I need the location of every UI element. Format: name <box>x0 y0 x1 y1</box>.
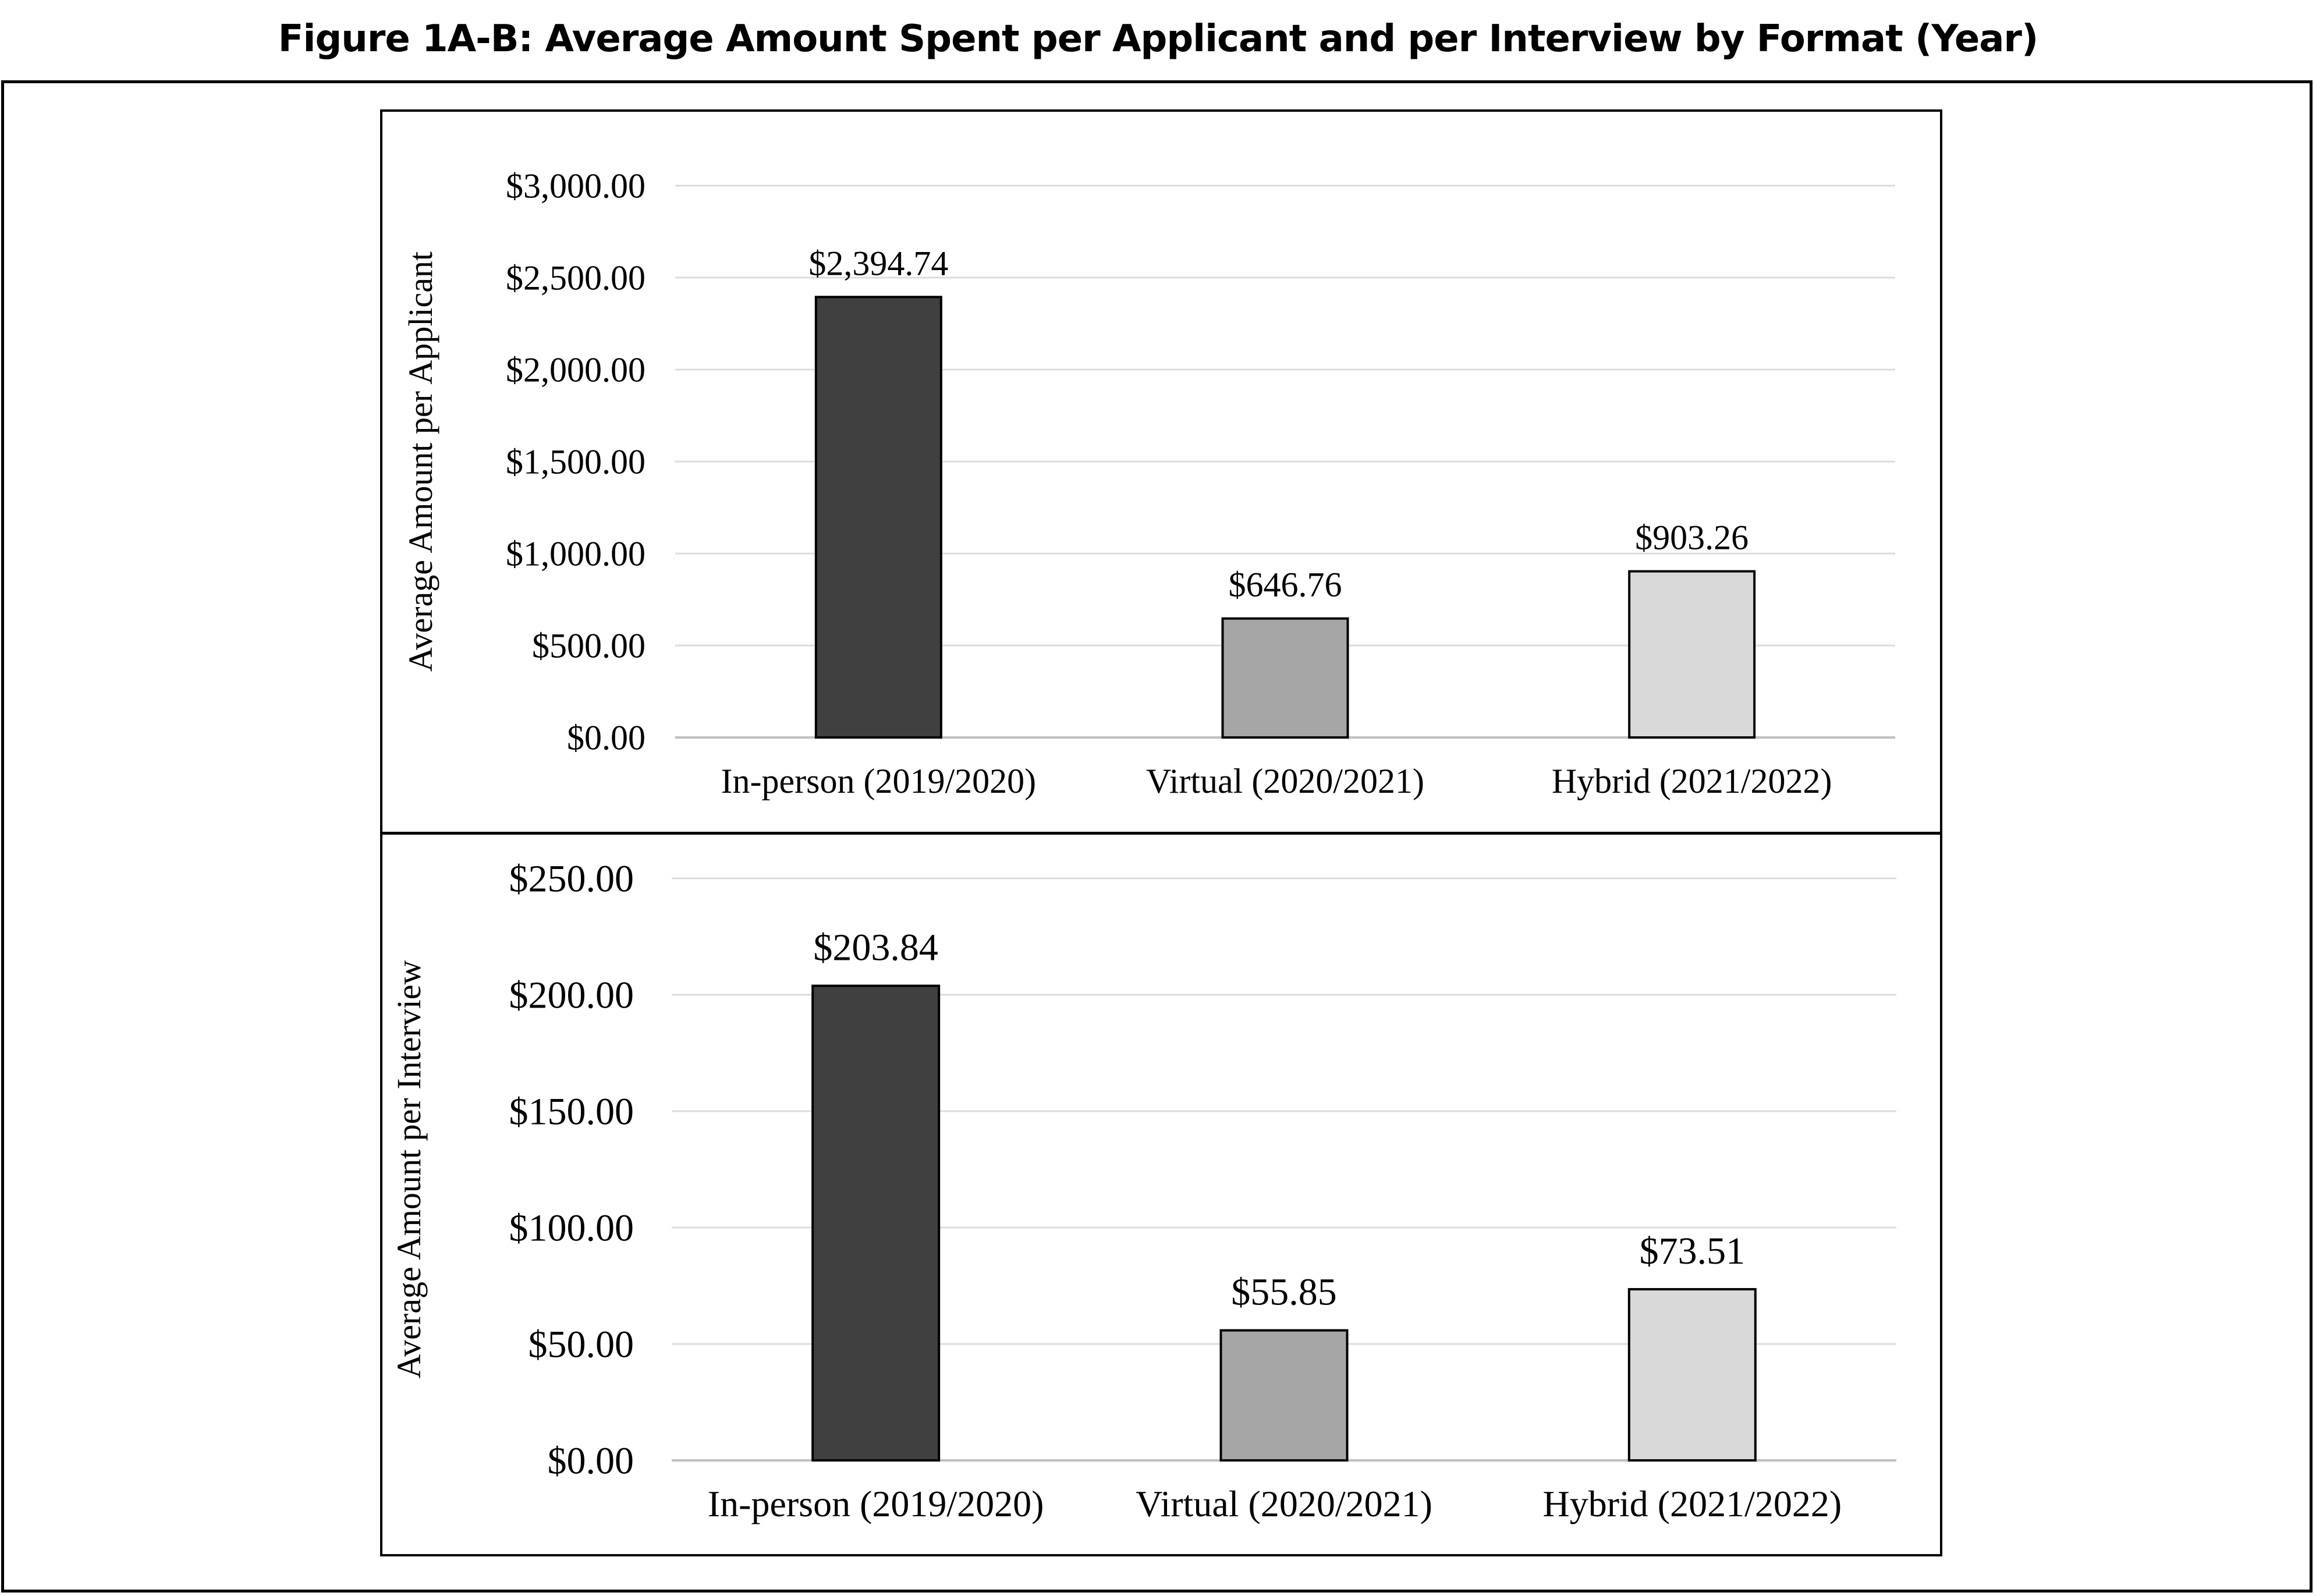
bar-hybrid <box>1627 1288 1757 1462</box>
y-tick-label: $1,000.00 <box>506 534 645 573</box>
y-tick-label: $1,500.00 <box>506 442 645 481</box>
data-label: $55.85 <box>1231 1271 1337 1314</box>
y-tick-label: $250.00 <box>509 857 634 900</box>
x-tick-label: Hybrid (2021/2022) <box>1542 1483 1842 1524</box>
y-tick-label: $2,000.00 <box>506 350 645 389</box>
y-tick-label: $3,000.00 <box>506 166 645 205</box>
chart-panel-interview: $0.00 $50.00 $100.00 $150.00 $200.00 $250.00 $… <box>380 832 1942 1556</box>
y-tick-label: $0.00 <box>548 1439 634 1482</box>
chart-panel-applicant: $0.00 $500.00 $1,000.00 $1,500.00 $2,000.00 $… <box>380 109 1942 834</box>
y-tick-label: $150.00 <box>509 1090 634 1133</box>
data-label: $73.51 <box>1640 1230 1746 1272</box>
y-axis-title: Average Amount per Interview <box>390 960 428 1378</box>
y-tick-label: $100.00 <box>509 1207 634 1249</box>
bar-in-person <box>811 984 941 1462</box>
y-tick-label: $500.00 <box>532 626 645 665</box>
x-tick-label: Virtual (2020/2021) <box>1136 1483 1432 1524</box>
bar-virtual <box>1219 1329 1349 1462</box>
y-tick-label: $2,500.00 <box>506 258 645 297</box>
data-label: $903.26 <box>1635 519 1748 557</box>
figure-frame <box>1 80 2313 1593</box>
chart-interview: $0.00 $50.00 $100.00 $150.00 $200.00 $250.00 $… <box>390 857 1896 1524</box>
x-tick-label: Virtual (2020/2021) <box>1146 762 1424 800</box>
y-axis-title: Average Amount per Applicant <box>402 251 439 672</box>
data-label: $646.76 <box>1229 566 1342 604</box>
bar-virtual <box>1221 617 1349 739</box>
y-tick-label: $0.00 <box>567 718 645 757</box>
bar-in-person <box>814 296 942 739</box>
data-label: $2,394.74 <box>808 244 948 282</box>
figure-title: Figure 1A-B: Average Amount Spent per Ap… <box>278 17 2038 61</box>
x-tick-label: In-person (2019/2020) <box>708 1483 1044 1524</box>
x-tick-label: In-person (2019/2020) <box>721 762 1037 800</box>
x-tick-label: Hybrid (2021/2022) <box>1552 762 1832 800</box>
data-label: $203.84 <box>813 927 938 969</box>
y-tick-label: $50.00 <box>529 1323 634 1366</box>
bar-hybrid <box>1628 570 1756 739</box>
chart-applicant: $0.00 $500.00 $1,000.00 $1,500.00 $2,000.00 $… <box>402 166 1895 800</box>
y-tick-label: $200.00 <box>509 974 634 1016</box>
